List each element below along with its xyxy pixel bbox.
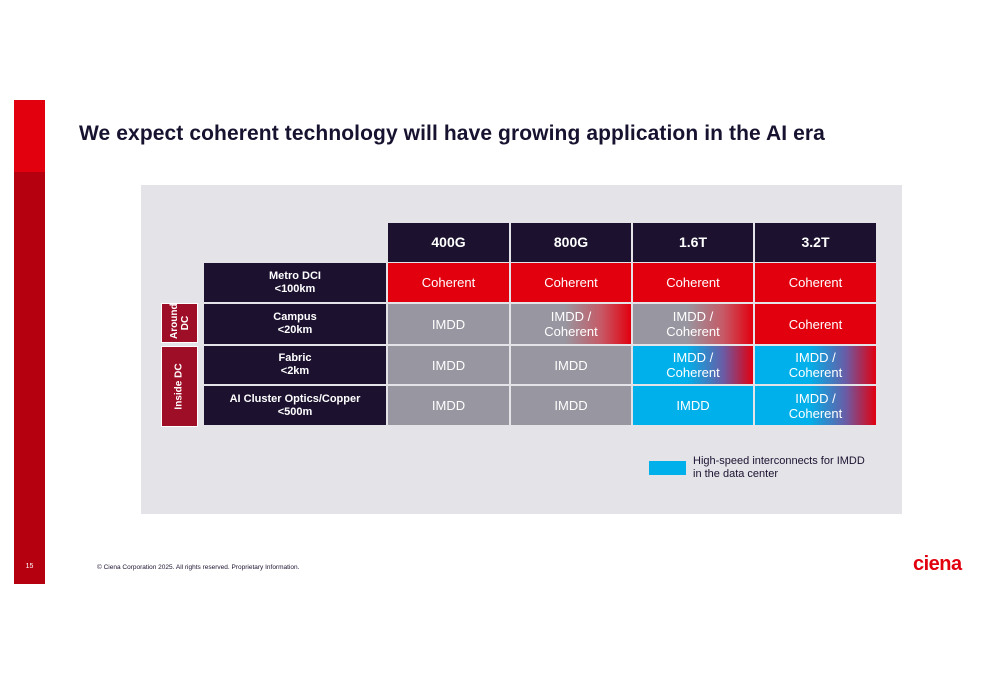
- row-name: Metro DCI: [269, 269, 321, 282]
- cell-fabric-400g: IMDD: [388, 346, 509, 384]
- cell-ai-cluster-800g: IMDD: [511, 386, 631, 425]
- cell-metro-dci-800g: Coherent: [511, 263, 631, 302]
- row-header-metro-dci: Metro DCI <100km: [204, 263, 386, 302]
- group-label-around-dc: Around DC: [161, 303, 198, 343]
- slide-title: We expect coherent technology will have …: [79, 122, 825, 145]
- cell-fabric-800g: IMDD: [511, 346, 631, 384]
- cell-ai-cluster-400g: IMDD: [388, 386, 509, 425]
- legend-swatch: [649, 461, 686, 475]
- cell-metro-dci-3-2t: Coherent: [755, 263, 876, 302]
- cell-ai-cluster-1-6t: IMDD: [633, 386, 753, 425]
- cell-campus-800g: IMDD / Coherent: [511, 304, 631, 344]
- cell-fabric-3-2t: IMDD / Coherent: [755, 346, 876, 384]
- cell-fabric-1-6t: IMDD / Coherent: [633, 346, 753, 384]
- row-header-ai-cluster: AI Cluster Optics/Copper <500m: [204, 386, 386, 425]
- cell-metro-dci-1-6t: Coherent: [633, 263, 753, 302]
- ciena-logo: ciena: [913, 553, 962, 575]
- cell-metro-dci-400g: Coherent: [388, 263, 509, 302]
- page-number: 15: [25, 563, 34, 570]
- column-header-1-6t: 1.6T: [633, 223, 753, 262]
- cell-campus-400g: IMDD: [388, 304, 509, 344]
- column-header-400g: 400G: [388, 223, 509, 262]
- row-name: Campus: [273, 311, 317, 323]
- column-header-800g: 800G: [511, 223, 631, 262]
- row-name: Fabric: [278, 352, 312, 364]
- row-header-fabric: Fabric <2km: [204, 346, 386, 384]
- row-name: AI Cluster Optics/Copper: [229, 392, 361, 405]
- cell-ai-cluster-3-2t: IMDD / Coherent: [755, 386, 876, 425]
- column-header-3-2t: 3.2T: [755, 223, 876, 262]
- accent-bar-top: [14, 100, 45, 172]
- accent-bar-bottom: [14, 172, 45, 584]
- row-header-campus: Campus <20km: [204, 304, 386, 344]
- legend-text: High-speed interconnects for IMDD in the…: [693, 455, 865, 480]
- row-reach: <500m: [277, 405, 313, 418]
- row-reach: <100km: [274, 282, 316, 295]
- row-reach: <2km: [280, 365, 310, 377]
- row-reach: <20km: [277, 324, 313, 336]
- cell-campus-1-6t: IMDD / Coherent: [633, 304, 753, 344]
- group-label-inside-dc: Inside DC: [161, 346, 198, 427]
- copyright-footer: © Ciena Corporation 2025. All rights res…: [97, 564, 300, 571]
- cell-campus-3-2t: Coherent: [755, 304, 876, 344]
